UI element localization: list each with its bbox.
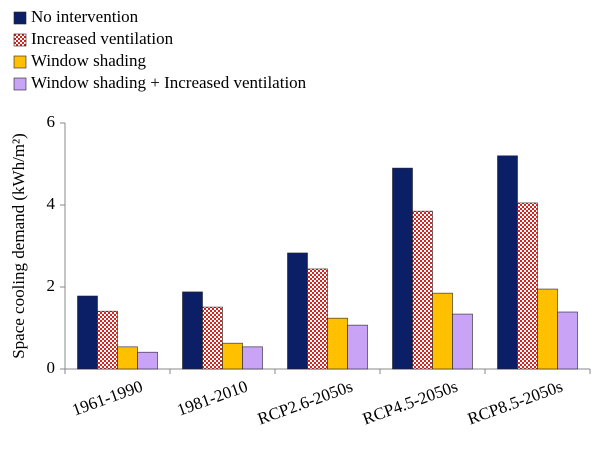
x-tick-label: 1981-2010	[174, 377, 250, 420]
y-tick-label: 0	[47, 358, 56, 377]
legend-swatch	[13, 11, 27, 25]
x-tick-label: 1961-1990	[69, 377, 145, 420]
bar	[497, 155, 518, 370]
bar	[452, 313, 473, 370]
bar	[137, 351, 158, 370]
bar	[412, 210, 433, 370]
y-tick-label: 2	[47, 276, 56, 295]
y-axis-label: Space cooling demand (kWh/m²)	[9, 133, 28, 359]
bar	[517, 202, 538, 370]
bar	[117, 346, 138, 370]
x-tick-label: RCP2.6-2050s	[255, 377, 355, 429]
legend-label: Window shading + Increased ventilation	[31, 73, 307, 92]
bar	[537, 288, 558, 370]
bar	[347, 324, 368, 370]
bar	[97, 310, 118, 370]
bar	[327, 317, 348, 370]
bar	[557, 311, 578, 370]
bar	[242, 346, 263, 370]
bar	[307, 268, 328, 370]
bar	[222, 342, 243, 370]
legend-label: No intervention	[31, 7, 139, 26]
legend-swatch	[13, 55, 27, 69]
y-tick-label: 6	[47, 112, 56, 131]
legend-swatch	[13, 33, 27, 47]
x-tick-label: RCP4.5-2050s	[360, 377, 460, 429]
bar	[432, 292, 453, 370]
legend-label: Increased ventilation	[31, 29, 174, 48]
legend-swatch	[13, 77, 27, 91]
y-tick-label: 4	[47, 194, 56, 213]
legend-label: Window shading	[31, 51, 146, 70]
bar	[392, 167, 413, 370]
bar	[77, 295, 98, 370]
x-tick-label: RCP8.5-2050s	[465, 377, 565, 429]
bar	[182, 291, 203, 370]
bar	[202, 306, 223, 370]
bar	[287, 252, 308, 370]
